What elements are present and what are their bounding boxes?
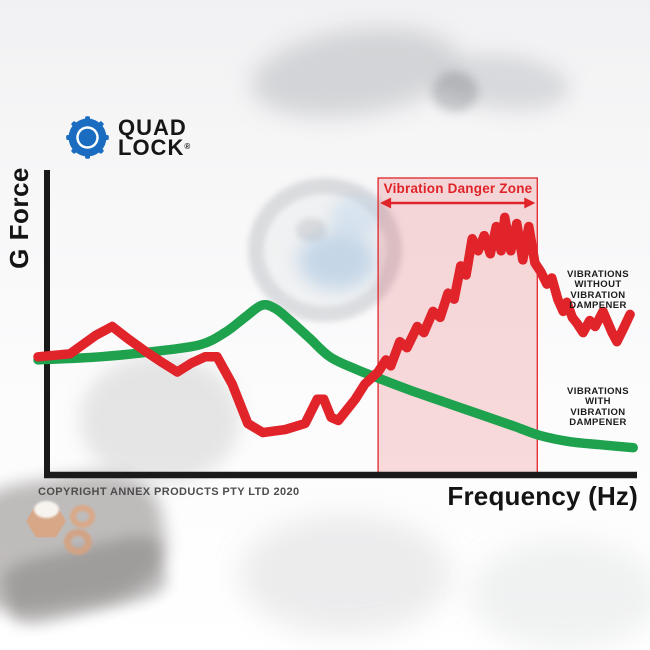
bg-mount-ring-shape bbox=[248, 178, 402, 322]
quadlock-mount-icon bbox=[66, 116, 109, 159]
arrow-left-head bbox=[380, 197, 392, 209]
bg-mount-dot-shape bbox=[296, 218, 326, 242]
annotation-line: DAMPENER bbox=[569, 417, 627, 429]
bg-faded-shape bbox=[470, 540, 650, 650]
y-axis-label: G Force bbox=[4, 167, 34, 269]
x-axis-label: Frequency (Hz) bbox=[447, 481, 638, 511]
bg-plate-shape bbox=[0, 530, 171, 631]
bg-handlebar-shape bbox=[245, 15, 465, 130]
bg-handlebar-shape bbox=[437, 48, 573, 117]
bg-faded-shape bbox=[240, 515, 450, 635]
green-line-with-dampener bbox=[33, 300, 638, 453]
quadlock-logo: QUAD LOCK® bbox=[66, 116, 190, 159]
registered-mark: ® bbox=[184, 142, 191, 151]
bg-blue-case-shape bbox=[298, 232, 376, 290]
annotation-line: DAMPENER bbox=[569, 300, 627, 312]
arrow-right-head bbox=[524, 197, 536, 209]
bg-mount-shadow-shape bbox=[80, 355, 240, 485]
danger-zone-label: Vibration Danger Zone bbox=[383, 181, 533, 196]
brand-line2: LOCK® bbox=[118, 135, 191, 160]
red-line-without-dampener bbox=[33, 212, 635, 438]
danger-zone-rect bbox=[377, 177, 538, 475]
copyright-text: COPYRIGHT ANNEX PRODUCTS PTY LTD 2020 bbox=[38, 486, 300, 498]
bg-hex-nut-top-shape bbox=[34, 501, 59, 518]
brand-wordmark: QUAD LOCK® bbox=[118, 115, 191, 160]
brand-line1: QUAD bbox=[118, 115, 187, 140]
bg-copper-ring-shape bbox=[64, 529, 92, 555]
bg-hex-nut-shape bbox=[26, 504, 66, 538]
bg-blue-case-shape bbox=[330, 196, 382, 238]
bg-knob-shape bbox=[432, 72, 478, 112]
bg-copper-ring-shape bbox=[70, 505, 95, 528]
annotation-without-dampener: VIBRATIONS WITHOUT VIBRATION DAMPENER bbox=[554, 269, 642, 312]
annotation-with-dampener: VIBRATIONS WITH VIBRATION DAMPENER bbox=[554, 386, 642, 429]
